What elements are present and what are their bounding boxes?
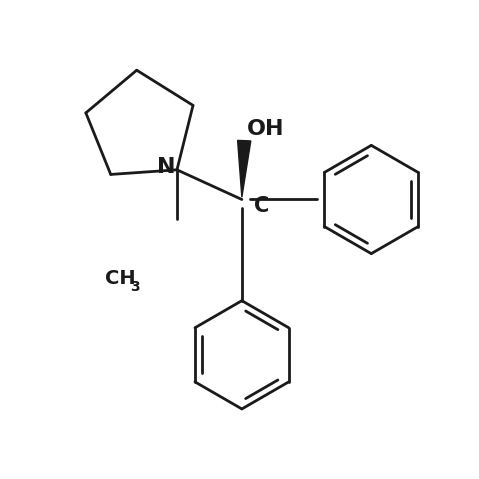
Text: OH: OH [247, 119, 284, 139]
Text: N: N [158, 158, 176, 177]
Text: 3: 3 [130, 280, 139, 294]
Text: C: C [254, 195, 270, 216]
Text: CH: CH [105, 269, 136, 287]
Polygon shape [238, 140, 251, 197]
